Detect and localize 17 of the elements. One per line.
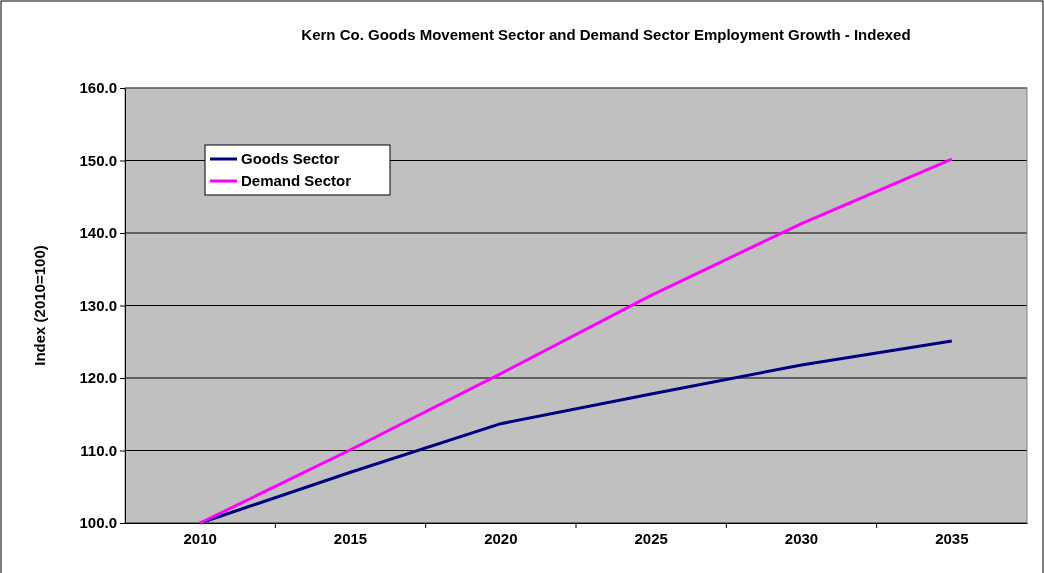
y-tick-label: 100.0 xyxy=(79,514,117,532)
x-tick-label: 2010 xyxy=(183,530,217,547)
chart-title: Kern Co. Goods Movement Sector and Demand Sector Employment Growth - Indexed xyxy=(301,26,911,43)
x-tick-label: 2025 xyxy=(634,530,668,547)
y-axis-title: Index (2010=100) xyxy=(31,245,48,366)
y-tick-label: 160.0 xyxy=(79,79,117,97)
legend-label: Demand Sector xyxy=(241,172,352,189)
x-tick-label: 2015 xyxy=(333,530,368,547)
y-tick-label: 120.0 xyxy=(79,369,117,387)
y-tick-label: 110.0 xyxy=(80,441,117,459)
y-tick-label: 150.0 xyxy=(79,151,117,169)
x-tick-label: 2035 xyxy=(935,530,969,547)
x-tick-label: 2030 xyxy=(784,530,819,547)
legend-label: Goods Sector xyxy=(241,150,340,167)
y-tick-label: 140.0 xyxy=(79,224,117,242)
x-tick-label: 2020 xyxy=(484,530,518,547)
y-tick-label: 130.0 xyxy=(79,296,117,314)
